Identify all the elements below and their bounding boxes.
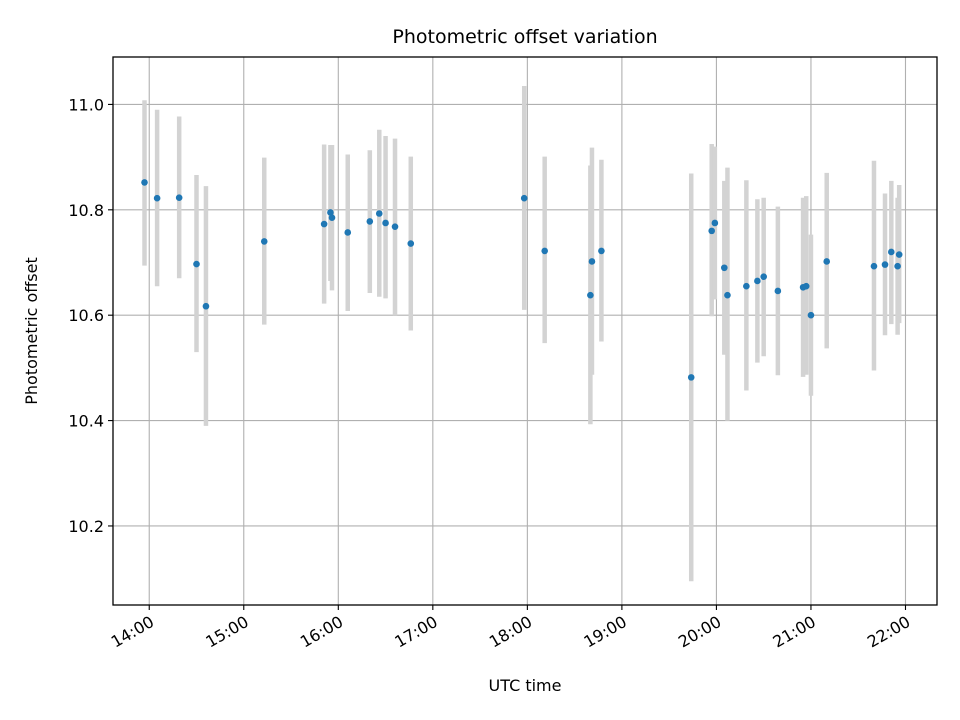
y-tick-label: 11.0 — [68, 95, 104, 114]
data-point — [870, 262, 878, 270]
data-point — [881, 261, 889, 268]
chart-title: Photometric offset variation — [392, 26, 657, 48]
data-point — [895, 251, 903, 258]
data-point — [328, 214, 336, 222]
data-point — [687, 374, 695, 381]
data-points — [141, 179, 903, 381]
data-point — [391, 223, 399, 230]
data-point — [774, 287, 782, 295]
data-point — [894, 262, 901, 270]
data-point — [382, 219, 389, 227]
data-point — [807, 311, 815, 319]
data-point — [888, 248, 895, 256]
data-point — [724, 291, 731, 299]
plot-area-frame — [112, 56, 938, 606]
data-point — [588, 258, 596, 265]
data-point — [344, 229, 352, 236]
data-point — [708, 227, 715, 235]
data-point — [175, 194, 183, 201]
data-point — [587, 291, 594, 299]
data-point — [721, 264, 728, 272]
data-point — [366, 218, 374, 225]
data-point — [754, 277, 761, 285]
data-point — [193, 260, 200, 268]
data-point — [541, 247, 548, 255]
data-point — [760, 273, 767, 281]
data-point — [141, 179, 148, 186]
y-tick-label: 10.4 — [68, 412, 104, 431]
y-axis: 10.2 10.4 10.6 10.8 11.0 — [68, 95, 113, 536]
y-axis-label: Photometric offset — [22, 257, 41, 405]
data-point — [598, 247, 605, 255]
data-point — [407, 240, 415, 247]
y-tick-label: 10.6 — [68, 306, 104, 325]
data-point — [802, 282, 810, 290]
data-point — [743, 282, 750, 290]
x-axis-label: UTC time — [489, 676, 562, 695]
data-point — [327, 209, 334, 216]
y-tick-label: 10.2 — [68, 517, 104, 536]
data-point — [260, 238, 268, 245]
data-point — [711, 219, 719, 227]
data-point — [153, 194, 161, 202]
data-point — [375, 210, 383, 217]
y-tick-label: 10.8 — [68, 201, 104, 220]
data-point — [823, 258, 831, 265]
data-point — [320, 220, 328, 228]
data-point — [520, 194, 528, 202]
data-point — [202, 302, 210, 310]
